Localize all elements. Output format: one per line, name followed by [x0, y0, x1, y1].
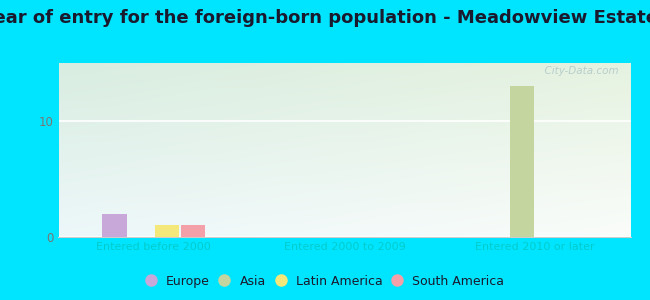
- Text: Year of entry for the foreign-born population - Meadowview Estates: Year of entry for the foreign-born popul…: [0, 9, 650, 27]
- Legend: Europe, Asia, Latin America, South America: Europe, Asia, Latin America, South Ameri…: [143, 273, 507, 291]
- Bar: [510, 86, 534, 237]
- Bar: [103, 214, 127, 237]
- Text: City-Data.com: City-Data.com: [538, 67, 619, 76]
- Bar: [181, 225, 205, 237]
- Bar: [155, 225, 179, 237]
